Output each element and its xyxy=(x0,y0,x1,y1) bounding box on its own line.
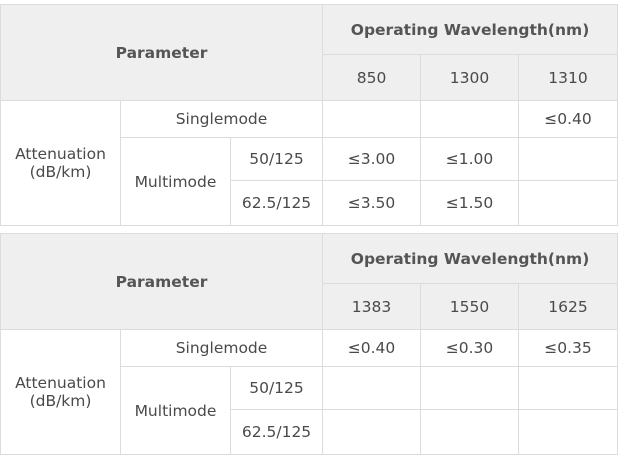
wavelength-group-header: Operating Wavelength(nm) xyxy=(322,233,619,284)
value-cell xyxy=(420,100,520,138)
multimode-label: Multimode xyxy=(120,137,231,226)
wavelength-header: 1300 xyxy=(420,54,520,101)
value-cell: ≤1.00 xyxy=(420,137,520,181)
value-cell xyxy=(518,366,619,410)
value-cell: ≤1.50 xyxy=(420,180,520,226)
value-cell: ≤0.40 xyxy=(322,329,422,367)
wavelength-header: 1550 xyxy=(420,283,520,330)
spec-table: Parameter Operating Wavelength(nm) 1383 155… xyxy=(0,233,619,455)
multimode-label: Multimode xyxy=(120,366,231,455)
attenuation-label: Attenuation (dB/km) xyxy=(0,329,121,455)
value-cell xyxy=(518,180,619,226)
value-cell xyxy=(420,409,520,455)
singlemode-label: Singlemode xyxy=(119,329,324,367)
value-cell xyxy=(518,137,619,181)
attenuation-label: Attenuation (dB/km) xyxy=(0,100,121,226)
wavelength-header: 1625 xyxy=(518,283,619,330)
row: 850 1300 1310 xyxy=(1,54,619,101)
row: Attenuation (dB/km) Singlemode ≤0.40 xyxy=(0,100,619,226)
row: Parameter Operating Wavelength(nm) xyxy=(0,4,619,101)
value-cell: ≤3.00 xyxy=(322,137,422,181)
row: Multimode 50/125 ≤3.00 ≤1.00 xyxy=(1,137,619,226)
value-cell xyxy=(322,366,422,410)
value-cell: ≤0.30 xyxy=(420,329,520,367)
value-cell xyxy=(420,366,520,410)
parameter-header: Parameter xyxy=(0,4,324,101)
fiber-size-label: 50/125 xyxy=(229,366,324,410)
value-cell xyxy=(322,409,422,455)
row: 1383 1550 1625 xyxy=(1,283,619,330)
wavelength-header: 850 xyxy=(322,54,422,101)
fiber-size-label: 62.5/125 xyxy=(229,409,324,455)
parameter-header: Parameter xyxy=(0,233,324,330)
wavelength-group-header: Operating Wavelength(nm) xyxy=(322,4,619,55)
value-cell xyxy=(322,100,422,138)
wavelength-header: 1383 xyxy=(322,283,422,330)
singlemode-label: Singlemode xyxy=(119,100,324,138)
value-cell: ≤0.35 xyxy=(518,329,619,367)
fiber-size-label: 62.5/125 xyxy=(229,180,324,226)
value-cell: ≤0.40 xyxy=(518,100,619,138)
row: Attenuation (dB/km) Singlemode ≤0.40 ≤0.30 ≤… xyxy=(0,329,619,455)
row: 62.5/125 ≤3.50 ≤1.50 xyxy=(1,180,619,226)
value-cell xyxy=(518,409,619,455)
value-cell: ≤3.50 xyxy=(322,180,422,226)
spec-table: Parameter Operating Wavelength(nm) 850 1300… xyxy=(0,4,619,226)
row: Parameter Operating Wavelength(nm) xyxy=(0,233,619,330)
row: 62.5/125 xyxy=(1,409,619,455)
wavelength-header: 1310 xyxy=(518,54,619,101)
fiber-size-label: 50/125 xyxy=(229,137,324,181)
row: Multimode 50/125 xyxy=(1,366,619,455)
